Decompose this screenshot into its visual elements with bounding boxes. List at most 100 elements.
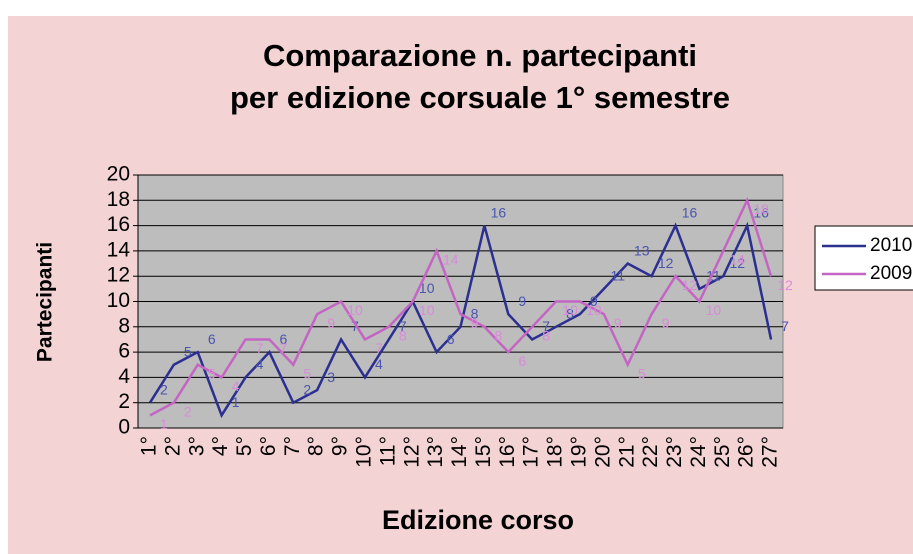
data-label: 5 — [184, 343, 192, 359]
data-label: 16 — [753, 204, 769, 220]
x-tick-label: 16° — [496, 436, 519, 468]
series-line — [149, 196, 773, 417]
x-tick-label: 13° — [424, 436, 447, 468]
x-tick-label: 4° — [209, 436, 232, 456]
x-tick-label: 18° — [544, 436, 567, 468]
x-tick-label: 2° — [161, 436, 184, 456]
y-tick-label: 14 — [107, 238, 131, 261]
x-tick-label: 20° — [591, 436, 614, 468]
y-axis-label: Partecipanti — [34, 242, 57, 362]
x-tick-label: 9° — [329, 436, 352, 456]
data-label: 6 — [447, 331, 455, 347]
x-tick-label: 23° — [663, 436, 686, 468]
data-label: 9 — [518, 293, 526, 309]
x-tick-label: 21° — [615, 436, 638, 468]
data-label: 10 — [562, 302, 578, 318]
data-label: 6 — [518, 353, 526, 369]
legend-box — [814, 225, 913, 291]
data-label: 2 — [303, 381, 311, 397]
x-tick-label: 7° — [281, 436, 304, 456]
y-tick-label: 10 — [107, 289, 130, 312]
data-label: 12 — [682, 277, 698, 293]
y-tick-label: 6 — [118, 340, 130, 363]
chart-title: per edizione corsuale 1° semestre — [230, 80, 730, 115]
data-label: 9 — [662, 315, 670, 331]
y-tick-label: 2 — [118, 390, 130, 413]
data-label: 9 — [471, 315, 479, 331]
data-label: 7 — [542, 318, 550, 334]
data-label: 12 — [729, 255, 745, 271]
x-tick-label: 25° — [711, 436, 734, 468]
data-label: 14 — [729, 252, 745, 268]
data-label: 7 — [781, 318, 789, 334]
data-label: 7 — [375, 340, 383, 356]
x-tick-label: 11° — [376, 436, 399, 466]
data-label: 4 — [375, 356, 383, 372]
data-label: 8 — [542, 328, 550, 344]
x-tick-label: 6° — [257, 436, 280, 456]
y-tick-label: 16 — [107, 213, 130, 236]
x-tick-label: 1° — [137, 436, 160, 456]
data-label: 4 — [232, 378, 240, 394]
data-label: 5 — [303, 365, 311, 381]
data-label: 12 — [658, 255, 674, 271]
x-tick-label: 27° — [759, 436, 782, 468]
data-label: 10 — [586, 302, 602, 318]
x-tick-label: 26° — [735, 436, 758, 468]
x-tick-label: 8° — [305, 436, 328, 456]
x-tick-label: 17° — [520, 436, 543, 468]
y-tick-label: 12 — [107, 264, 130, 287]
data-label: 6 — [208, 331, 216, 347]
data-label: 16 — [682, 204, 698, 220]
data-label: 7 — [279, 340, 287, 356]
y-tick-label: 8 — [118, 314, 130, 337]
y-tick-label: 0 — [118, 416, 130, 439]
data-label: 9 — [590, 293, 598, 309]
data-label: 7 — [399, 318, 407, 334]
data-label: 9 — [327, 315, 335, 331]
data-label: 5 — [208, 365, 216, 381]
data-label: 12 — [777, 277, 793, 293]
data-label: 6 — [279, 331, 287, 347]
data-label: 3 — [327, 369, 335, 385]
y-tick-label: 4 — [118, 365, 130, 388]
x-tick-label: 24° — [687, 436, 710, 468]
series-line — [148, 221, 773, 419]
x-axis-label: Edizione corso — [382, 505, 574, 535]
x-tick-label: 10° — [352, 436, 375, 468]
data-label: 1 — [232, 394, 240, 410]
chart-title: Comparazione n. partecipanti — [263, 38, 697, 73]
data-label: 2 — [160, 381, 168, 397]
x-tick-label: 5° — [233, 436, 256, 456]
data-label: 8 — [471, 306, 479, 322]
data-label: 9 — [614, 315, 622, 331]
data-label: 5 — [638, 365, 646, 381]
data-label: 10 — [706, 302, 722, 318]
data-label: 16 — [491, 204, 507, 220]
y-tick-label: 18 — [107, 188, 130, 211]
data-label: 8 — [494, 328, 502, 344]
data-label: 10 — [347, 302, 363, 318]
y-tick-label: 20 — [107, 163, 130, 186]
data-label: 1 — [160, 416, 168, 432]
data-label: 11 — [611, 268, 626, 284]
data-label: 4 — [256, 356, 264, 372]
data-label: 8 — [566, 306, 574, 322]
data-label: 13 — [634, 242, 650, 258]
x-tick-label: 3° — [185, 436, 208, 456]
x-tick-label: 14° — [448, 436, 471, 468]
data-label: 14 — [443, 252, 459, 268]
x-tick-label: 12° — [400, 436, 423, 468]
data-label: 8 — [399, 328, 407, 344]
data-label: 2 — [184, 403, 192, 419]
data-label: 7 — [256, 340, 264, 356]
data-label: 10 — [419, 280, 435, 296]
x-tick-label: 22° — [639, 436, 662, 468]
data-label: 10 — [419, 302, 435, 318]
legend-label: 2009 — [870, 263, 912, 284]
x-tick-label: 15° — [472, 436, 495, 468]
legend-label: 2010 — [870, 235, 912, 256]
data-label: 18 — [753, 201, 769, 217]
x-tick-label: 19° — [567, 436, 590, 468]
